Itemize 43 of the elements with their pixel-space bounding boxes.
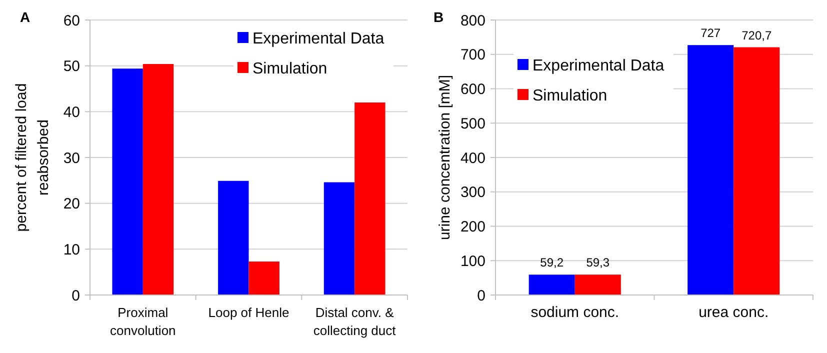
bar (248, 262, 280, 295)
y-tick-label: 60 (63, 12, 80, 30)
y-tick-label: 600 (460, 81, 486, 98)
y-axis-title: percent of filtered load reabsorbed (13, 83, 52, 232)
legend-label: Simulation (252, 60, 328, 78)
bar (354, 102, 386, 295)
y-tick-label: 400 (460, 150, 486, 167)
bar (688, 45, 734, 295)
bar (528, 274, 575, 295)
y-tick-label: 30 (63, 150, 80, 167)
y-tick-label: 50 (63, 58, 80, 76)
y-tick-label: 0 (72, 287, 80, 304)
y-tick-label: 300 (460, 184, 486, 202)
bar (574, 274, 621, 295)
chart-title: A (20, 9, 30, 25)
bar (112, 68, 143, 295)
x-tick-label: Distal conv. & collecting duct (313, 305, 396, 338)
y-tick-label: 500 (460, 115, 486, 132)
x-tick-label: urea conc. (698, 304, 769, 321)
bar (218, 180, 249, 295)
data-label: 59,2 (540, 256, 564, 270)
y-tick-label: 20 (63, 196, 80, 213)
bar (324, 182, 355, 295)
y-tick-label: 700 (460, 46, 486, 64)
x-tick-label: Proximal convolution (110, 305, 176, 338)
y-tick-label: 10 (63, 241, 80, 258)
chart-title: B (434, 9, 444, 25)
legend-label: Experimental Data (532, 58, 664, 75)
y-tick-label: 0 (477, 287, 486, 304)
x-tick-label: sodium conc. (530, 304, 620, 321)
legend-label: Experimental Data (252, 30, 384, 48)
bar (142, 64, 174, 295)
y-tick-label: 200 (460, 218, 486, 236)
data-label: 720,7 (742, 28, 772, 42)
data-label: 59,3 (586, 256, 610, 270)
y-tick-label: 100 (460, 252, 486, 270)
y-tick-label: 800 (460, 12, 486, 30)
x-tick-label: Loop of Henle (208, 305, 290, 320)
legend-label: Simulation (532, 88, 608, 105)
y-axis-title: urine concentration [mM] (436, 74, 454, 240)
data-label: 727 (700, 26, 721, 40)
bar (734, 47, 780, 295)
y-tick-label: 40 (63, 104, 80, 121)
